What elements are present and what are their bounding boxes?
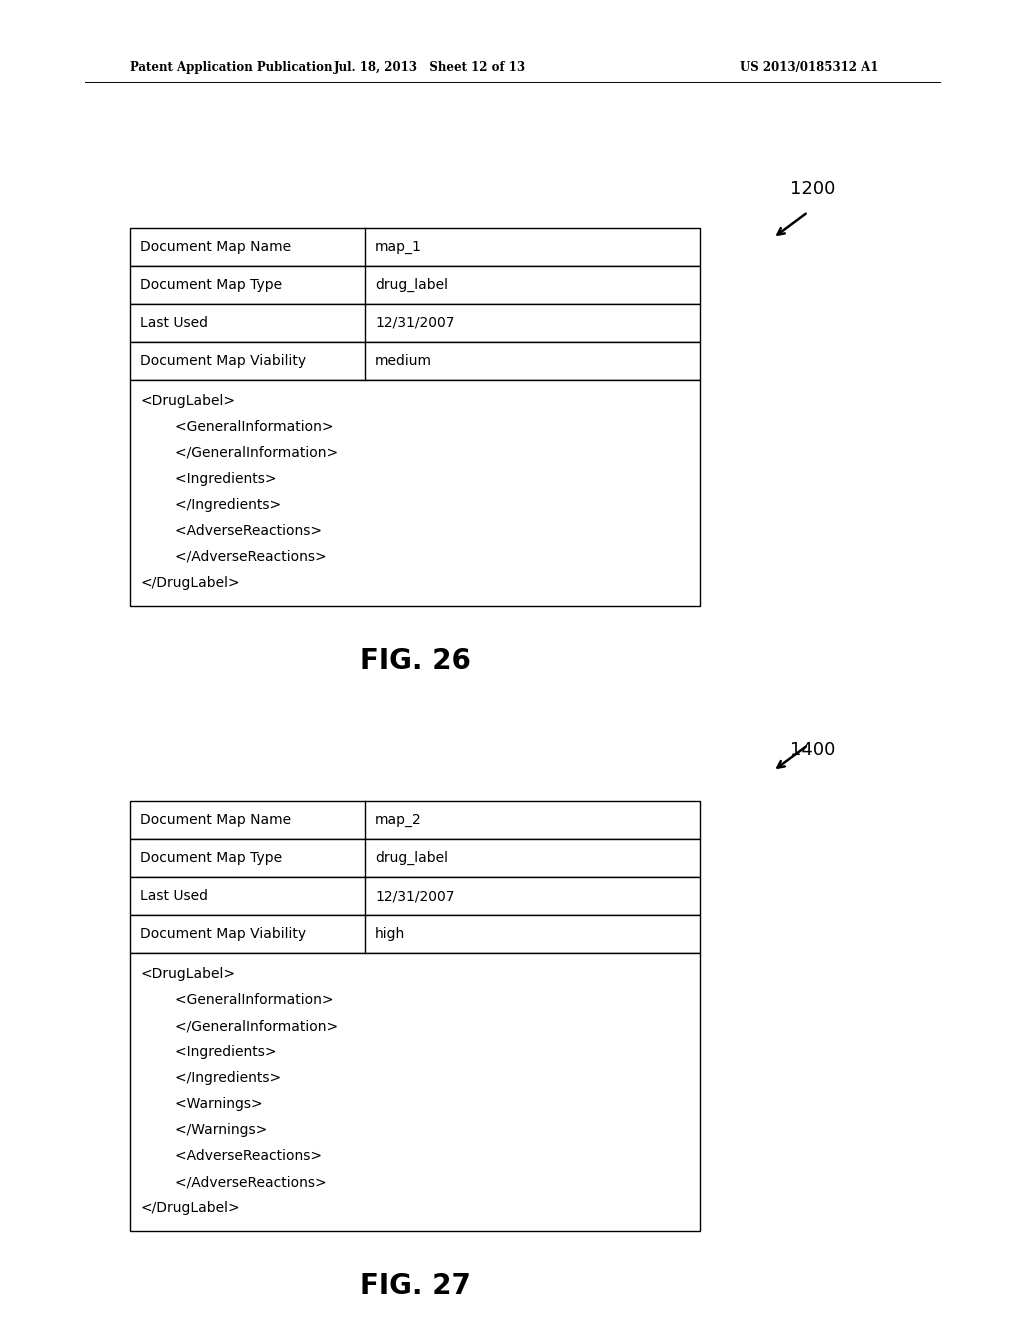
Text: </DrugLabel>: </DrugLabel> — [140, 1201, 240, 1214]
Text: FIG. 27: FIG. 27 — [359, 1272, 470, 1300]
Text: </DrugLabel>: </DrugLabel> — [140, 576, 240, 590]
Text: high: high — [375, 927, 406, 941]
Text: Document Map Viability: Document Map Viability — [140, 354, 306, 368]
Text: map_2: map_2 — [375, 813, 422, 828]
Text: </Ingredients>: </Ingredients> — [140, 1071, 282, 1085]
Text: <Warnings>: <Warnings> — [140, 1097, 262, 1111]
Text: Document Map Viability: Document Map Viability — [140, 927, 306, 941]
Text: Document Map Name: Document Map Name — [140, 240, 291, 253]
Text: Document Map Type: Document Map Type — [140, 851, 283, 865]
Text: Last Used: Last Used — [140, 315, 208, 330]
Text: </GeneralInformation>: </GeneralInformation> — [140, 446, 338, 459]
Text: <GeneralInformation>: <GeneralInformation> — [140, 993, 334, 1007]
Text: 1400: 1400 — [790, 741, 836, 759]
Text: Document Map Name: Document Map Name — [140, 813, 291, 828]
Text: Document Map Type: Document Map Type — [140, 279, 283, 292]
Bar — [130, 840, 700, 876]
Text: drug_label: drug_label — [375, 279, 449, 292]
Text: 12/31/2007: 12/31/2007 — [375, 315, 455, 330]
Text: <Ingredients>: <Ingredients> — [140, 1045, 276, 1059]
Text: <DrugLabel>: <DrugLabel> — [140, 968, 234, 981]
Text: drug_label: drug_label — [375, 851, 449, 865]
Text: Patent Application Publication: Patent Application Publication — [130, 62, 333, 74]
Text: 1200: 1200 — [790, 180, 836, 198]
Text: </GeneralInformation>: </GeneralInformation> — [140, 1019, 338, 1034]
Text: </Ingredients>: </Ingredients> — [140, 498, 282, 512]
Text: medium: medium — [375, 354, 432, 368]
Bar — [130, 915, 700, 953]
Bar — [130, 876, 700, 915]
Text: map_1: map_1 — [375, 240, 422, 253]
Text: 12/31/2007: 12/31/2007 — [375, 888, 455, 903]
Text: </Warnings>: </Warnings> — [140, 1123, 267, 1137]
Text: <DrugLabel>: <DrugLabel> — [140, 393, 234, 408]
Bar — [130, 304, 700, 342]
Text: </AdverseReactions>: </AdverseReactions> — [140, 1175, 327, 1189]
Bar — [130, 342, 700, 380]
Bar — [130, 380, 700, 606]
Text: </AdverseReactions>: </AdverseReactions> — [140, 550, 327, 564]
Bar — [130, 801, 700, 840]
Bar — [130, 267, 700, 304]
Text: <GeneralInformation>: <GeneralInformation> — [140, 420, 334, 434]
Text: <Ingredients>: <Ingredients> — [140, 473, 276, 486]
Bar — [130, 953, 700, 1232]
Text: Last Used: Last Used — [140, 888, 208, 903]
Text: US 2013/0185312 A1: US 2013/0185312 A1 — [740, 62, 879, 74]
Bar — [130, 228, 700, 267]
Text: <AdverseReactions>: <AdverseReactions> — [140, 524, 322, 539]
Text: <AdverseReactions>: <AdverseReactions> — [140, 1148, 322, 1163]
Text: FIG. 26: FIG. 26 — [359, 647, 470, 675]
Text: Jul. 18, 2013   Sheet 12 of 13: Jul. 18, 2013 Sheet 12 of 13 — [334, 62, 526, 74]
